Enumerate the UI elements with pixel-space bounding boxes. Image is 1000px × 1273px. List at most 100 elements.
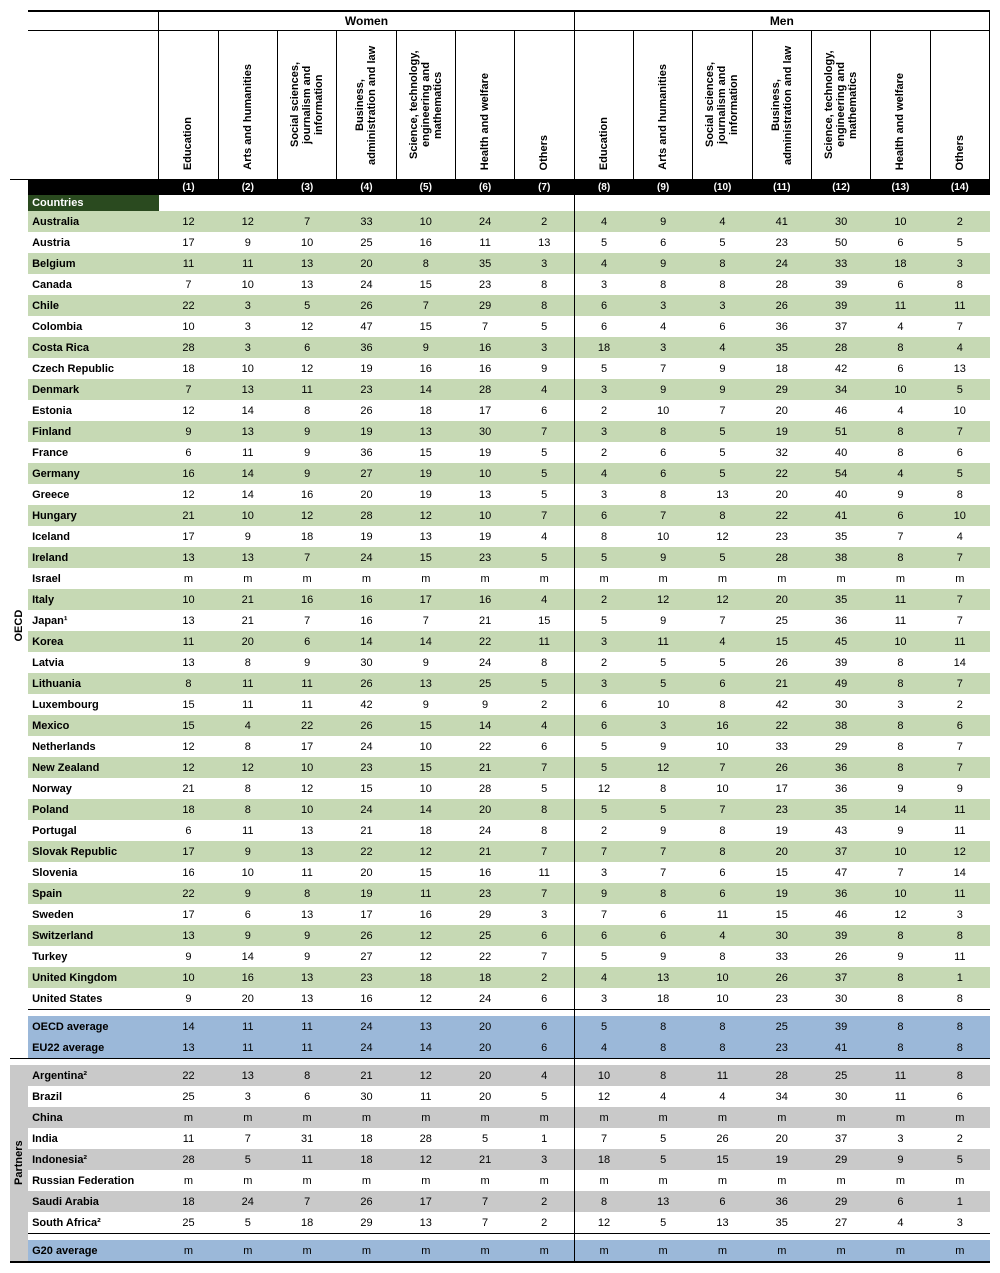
table-row: Chinammmmmmmmmmmmmm xyxy=(10,1107,990,1128)
data-cell: 5 xyxy=(574,232,633,253)
table-row: Australia1212733102424944130102 xyxy=(10,211,990,232)
data-cell: 24 xyxy=(218,1191,277,1212)
data-cell: 6 xyxy=(871,232,930,253)
table-row: Chile223526729863326391111 xyxy=(10,295,990,316)
data-cell: 8 xyxy=(277,883,336,904)
data-cell: 10 xyxy=(930,505,989,526)
data-cell: 3 xyxy=(574,988,633,1010)
data-cell: 5 xyxy=(693,232,752,253)
column-header: Others xyxy=(930,31,989,180)
table-row: India117311828517526203732 xyxy=(10,1128,990,1149)
data-cell: 16 xyxy=(455,337,514,358)
data-cell: m xyxy=(574,568,633,589)
data-cell: 30 xyxy=(811,694,870,715)
data-cell: m xyxy=(693,1107,752,1128)
data-cell: 17 xyxy=(396,1191,455,1212)
data-cell: 2 xyxy=(574,400,633,421)
data-cell: m xyxy=(871,568,930,589)
data-cell: 5 xyxy=(574,946,633,967)
data-cell: 14 xyxy=(337,631,396,652)
data-cell: 9 xyxy=(218,841,277,862)
data-cell: 16 xyxy=(159,463,218,484)
data-cell: 8 xyxy=(693,820,752,841)
data-cell: 4 xyxy=(693,337,752,358)
data-cell: 20 xyxy=(455,1065,514,1086)
data-cell: 41 xyxy=(752,211,811,232)
data-cell: 16 xyxy=(455,862,514,883)
table-row: Ireland131372415235595283887 xyxy=(10,547,990,568)
table-row: Japan¹1321716721155972536117 xyxy=(10,610,990,631)
data-cell: 8 xyxy=(515,274,574,295)
data-cell: 18 xyxy=(633,988,692,1010)
data-cell: 39 xyxy=(811,1016,870,1037)
data-cell: 8 xyxy=(930,1037,989,1059)
data-cell: 10 xyxy=(633,526,692,547)
data-cell: 2 xyxy=(515,694,574,715)
data-cell: m xyxy=(930,1240,989,1262)
data-cell: 2 xyxy=(930,211,989,232)
data-cell: 24 xyxy=(337,736,396,757)
data-cell: 9 xyxy=(396,337,455,358)
data-cell: 19 xyxy=(396,484,455,505)
data-cell: 8 xyxy=(218,652,277,673)
data-cell: 6 xyxy=(693,1191,752,1212)
data-cell: 30 xyxy=(811,1086,870,1107)
data-cell: 8 xyxy=(871,715,930,736)
data-cell: 13 xyxy=(218,1065,277,1086)
data-cell: 10 xyxy=(455,505,514,526)
data-cell: m xyxy=(871,1170,930,1191)
data-cell: 13 xyxy=(277,904,336,925)
data-cell: m xyxy=(396,1170,455,1191)
data-cell: 11 xyxy=(930,295,989,316)
data-cell: 14 xyxy=(930,652,989,673)
data-cell: 32 xyxy=(752,442,811,463)
data-cell: 35 xyxy=(811,799,870,820)
data-cell: 4 xyxy=(633,316,692,337)
data-cell: 5 xyxy=(693,547,752,568)
data-cell: 4 xyxy=(574,967,633,988)
data-cell: 22 xyxy=(455,736,514,757)
data-cell: 31 xyxy=(277,1128,336,1149)
data-cell: 1 xyxy=(515,1128,574,1149)
data-cell: m xyxy=(277,568,336,589)
data-cell: 5 xyxy=(930,379,989,400)
country-name: Slovenia xyxy=(28,862,159,883)
data-cell: 40 xyxy=(811,442,870,463)
data-cell: 18 xyxy=(277,1212,336,1234)
data-cell: 11 xyxy=(396,1086,455,1107)
data-cell: m xyxy=(633,1107,692,1128)
data-cell: 9 xyxy=(455,694,514,715)
data-cell: 29 xyxy=(811,1149,870,1170)
data-cell: 11 xyxy=(871,589,930,610)
data-cell: 30 xyxy=(337,1086,396,1107)
data-cell: 6 xyxy=(930,1086,989,1107)
country-name: Indonesia² xyxy=(28,1149,159,1170)
country-name: G20 average xyxy=(28,1240,159,1262)
data-cell: m xyxy=(159,568,218,589)
data-cell: 17 xyxy=(337,904,396,925)
data-cell: 10 xyxy=(693,778,752,799)
data-cell: 11 xyxy=(277,1016,336,1037)
data-cell: 11 xyxy=(218,673,277,694)
data-cell: 9 xyxy=(871,484,930,505)
data-cell: 11 xyxy=(871,610,930,631)
data-cell: 5 xyxy=(930,232,989,253)
country-name: Germany xyxy=(28,463,159,484)
data-cell: 6 xyxy=(277,337,336,358)
data-cell: 5 xyxy=(633,652,692,673)
data-cell: 7 xyxy=(693,610,752,631)
data-cell: 14 xyxy=(396,379,455,400)
data-cell: 39 xyxy=(811,925,870,946)
column-header: Science, technology, engineering and mat… xyxy=(396,31,455,180)
data-cell: 5 xyxy=(693,421,752,442)
data-cell: 11 xyxy=(159,253,218,274)
data-cell: 9 xyxy=(633,379,692,400)
data-cell: 11 xyxy=(218,253,277,274)
data-cell: 8 xyxy=(930,1065,989,1086)
data-cell: 12 xyxy=(159,736,218,757)
data-cell: 8 xyxy=(693,841,752,862)
data-cell: 5 xyxy=(515,547,574,568)
data-cell: 13 xyxy=(159,652,218,673)
data-cell: 8 xyxy=(218,799,277,820)
data-cell: 3 xyxy=(871,694,930,715)
